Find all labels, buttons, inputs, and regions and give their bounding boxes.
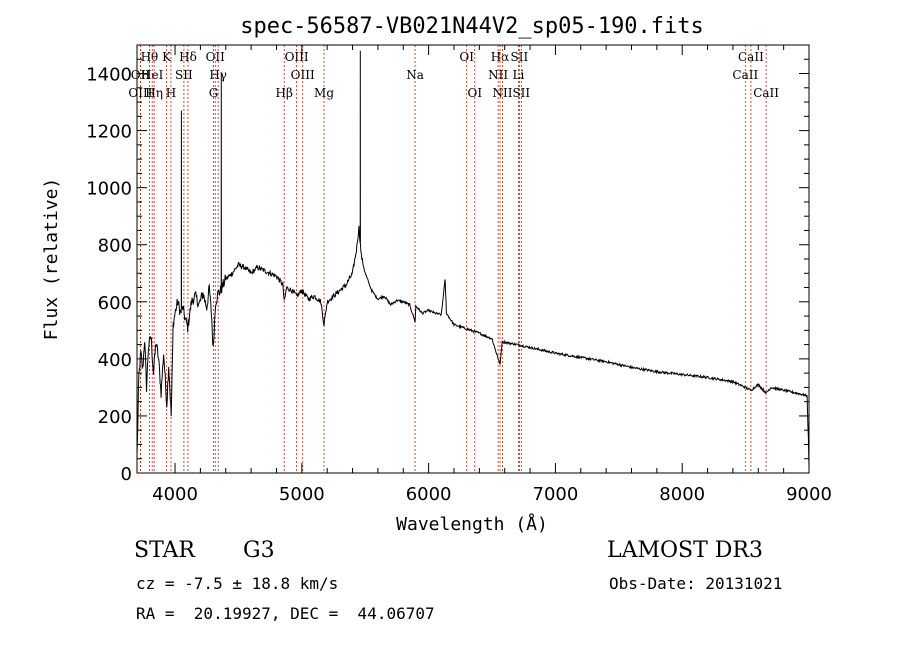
y-tick-label: 600 bbox=[98, 293, 132, 314]
line-marker-label: Li bbox=[512, 68, 524, 82]
chart-title: spec-56587-VB021N44V2_sp05-190.fits bbox=[240, 14, 704, 39]
line-marker-label: SII bbox=[512, 86, 530, 100]
object-subclass: G3 bbox=[243, 538, 275, 563]
line-marker-label: Mg bbox=[314, 86, 334, 100]
axes: 4000 5000 6000 7000 8000 9000 0 200 400 600 800 100… bbox=[86, 44, 832, 505]
obs-date: Obs-Date: 20131021 bbox=[609, 574, 783, 593]
x-tick-label: 8000 bbox=[659, 484, 705, 505]
line-marker-label: Hη bbox=[145, 86, 163, 100]
line-marker-label: OII bbox=[206, 50, 226, 64]
line-marker-label: NII bbox=[493, 86, 513, 100]
plot-frame bbox=[136, 44, 810, 474]
line-marker-label: SII bbox=[175, 68, 193, 82]
x-tick-label: 5000 bbox=[279, 484, 325, 505]
y-tick-label: 800 bbox=[98, 236, 132, 257]
x-tick-label: 4000 bbox=[152, 484, 198, 505]
line-marker-label: NII bbox=[488, 68, 508, 82]
spectrum-line bbox=[136, 50, 810, 468]
line-marker-label: OI bbox=[467, 86, 482, 100]
line-marker-label: Hδ bbox=[179, 50, 197, 64]
survey-name: LAMOST DR3 bbox=[607, 538, 763, 563]
line-marker-label: CaII bbox=[732, 68, 758, 82]
line-marker-label: Hβ bbox=[276, 86, 293, 100]
x-axis-label: Wavelength (Å) bbox=[396, 513, 548, 535]
y-axis-label: Flux (relative) bbox=[41, 178, 62, 341]
y-tick-label: 400 bbox=[98, 350, 132, 371]
y-tick-label: 200 bbox=[98, 407, 132, 428]
x-tick-label: 6000 bbox=[406, 484, 452, 505]
y-tick-label: 0 bbox=[121, 464, 132, 485]
spectrum-series bbox=[136, 50, 810, 468]
line-marker-label: CaII bbox=[753, 86, 779, 100]
redshift-info: cz = -7.5 ± 18.8 km/s bbox=[136, 574, 339, 593]
line-marker-label: HeI bbox=[141, 68, 164, 82]
y-tick-label: 1000 bbox=[86, 179, 132, 200]
line-marker-label: OIII bbox=[291, 68, 315, 82]
line-marker-label: OIII bbox=[285, 50, 309, 64]
line-marker-label: H bbox=[166, 86, 176, 100]
line-marker-label: Hθ bbox=[141, 50, 159, 64]
line-marker-label: Hα bbox=[491, 50, 510, 64]
line-marker-label: G bbox=[209, 86, 219, 100]
line-marker-label: SII bbox=[511, 50, 529, 64]
object-class: STAR bbox=[134, 538, 195, 563]
line-marker-label: CaII bbox=[738, 50, 764, 64]
x-tick-label: 9000 bbox=[786, 484, 832, 505]
coordinates: RA = 20.19927, DEC = 44.06707 bbox=[136, 604, 435, 623]
line-marker-label: K bbox=[162, 50, 172, 64]
line-marker-label: OI bbox=[459, 50, 474, 64]
x-tick-label: 7000 bbox=[533, 484, 579, 505]
line-marker-label: OIII bbox=[128, 86, 152, 100]
y-tick-label: 1200 bbox=[86, 122, 132, 143]
y-tick-label: 1400 bbox=[86, 65, 132, 86]
line-marker-label: Hγ bbox=[209, 68, 227, 82]
line-marker-label: Na bbox=[406, 68, 424, 82]
